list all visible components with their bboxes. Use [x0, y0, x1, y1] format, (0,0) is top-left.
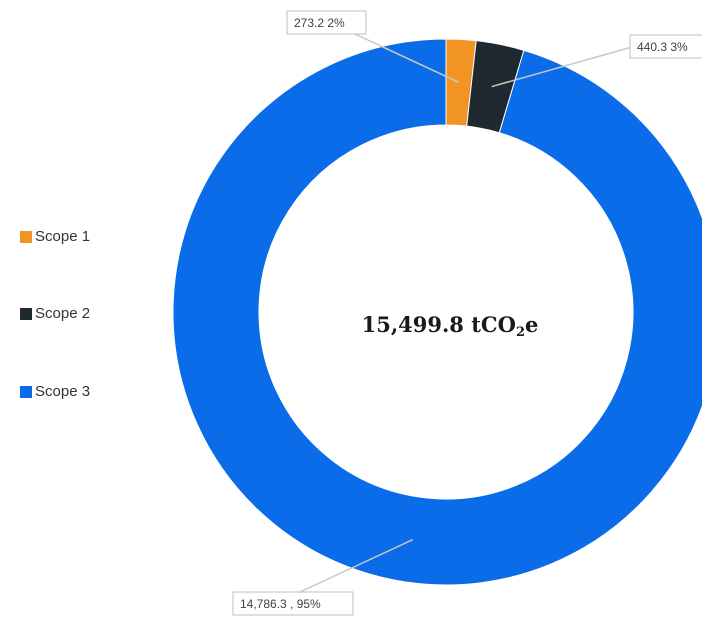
leader-lines	[299, 33, 633, 593]
legend-label: Scope 2	[35, 305, 91, 322]
legend-item-scope-1[interactable]: Scope 1	[20, 228, 90, 245]
leader-line	[491, 46, 633, 88]
legend-swatch	[20, 307, 32, 320]
data-label-scope-1: 273.2 2%	[286, 10, 367, 35]
legend-label: Scope 1	[35, 228, 91, 245]
data-label-box	[629, 34, 702, 59]
legend-swatch	[20, 385, 32, 398]
center-unit-sub: 2	[515, 325, 525, 340]
center-value: 15,499.8	[361, 312, 464, 337]
donut-slices	[172, 38, 702, 586]
legend-label: Scope 3	[35, 383, 91, 400]
legend-swatch	[20, 230, 32, 243]
data-label-scope-2: 440.3 3%	[629, 34, 702, 59]
center-unit-suffix: e	[525, 312, 539, 337]
data-label-text: 440.3 3%	[637, 40, 688, 54]
center-unit-prefix: tCO	[471, 312, 516, 337]
legend-item-scope-2[interactable]: Scope 2	[20, 305, 90, 322]
slice-scope-3[interactable]	[172, 38, 702, 586]
center-total: 15,499.8 tCO2e	[345, 312, 555, 340]
data-label-box	[286, 10, 367, 35]
data-label-text: 14,786.3 , 95%	[240, 597, 321, 611]
data-labels: 273.2 2% 440.3 3% 14,786.3 , 95%	[232, 10, 702, 616]
data-label-scope-3: 14,786.3 , 95%	[232, 591, 354, 616]
data-label-text: 273.2 2%	[294, 16, 345, 30]
leader-line	[299, 538, 414, 593]
leader-line	[354, 33, 460, 84]
data-label-box	[232, 591, 354, 616]
legend-item-scope-3[interactable]: Scope 3	[20, 383, 90, 400]
